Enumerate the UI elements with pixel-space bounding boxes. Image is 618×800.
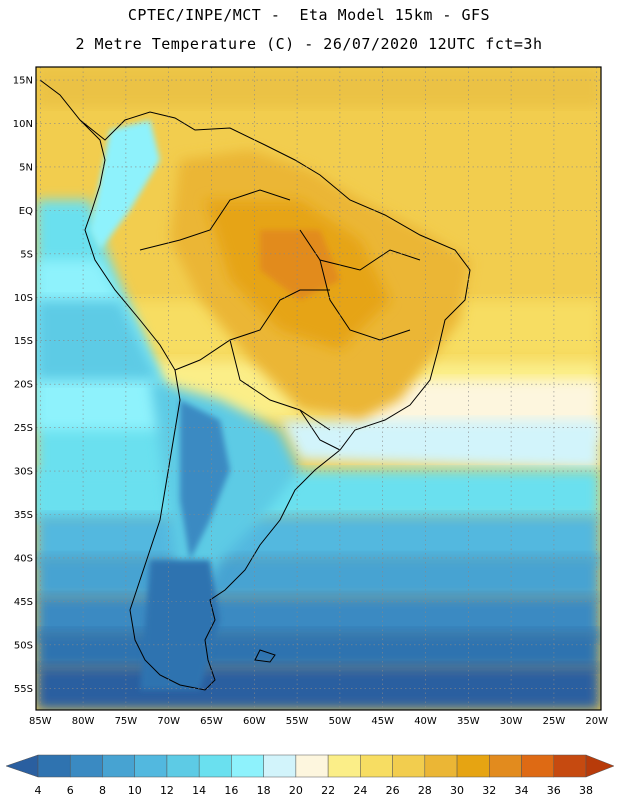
field-band (36, 555, 600, 600)
colorbar-label: 10 (128, 784, 142, 797)
colorbar-swatch (456, 754, 490, 778)
latitude-label: 40S (14, 553, 33, 564)
colorbar-swatch (166, 754, 200, 778)
field-band (36, 665, 600, 710)
latitude-label: 15S (14, 336, 33, 347)
colorbar-swatch (102, 754, 135, 778)
country-border (229, 339, 331, 431)
colorbar-label: 38 (579, 784, 593, 797)
latitude-label: 45S (14, 597, 33, 608)
colorbar-label: 8 (99, 784, 106, 797)
longitude-label: 55W (286, 716, 309, 727)
falklands-outline (254, 649, 276, 663)
colorbar: 4 6 8 10 12 14 16 18 20 22 24 26 28 30 32 34 36 38 (5, 754, 615, 797)
colorbar-swatch (134, 754, 168, 778)
longitude-label: 25W (543, 716, 566, 727)
latitude-label: 30S (14, 467, 33, 478)
colorbar-label: 6 (67, 784, 74, 797)
colorbar-label: 34 (515, 784, 529, 797)
colorbar-swatch (69, 754, 103, 778)
field-band (36, 630, 600, 670)
longitude-labels: 85W 80W 75W 70W 65W 60W 55W 50W 45W 40W 35W 30W 25W 2… (29, 716, 608, 727)
longitude-label: 70W (157, 716, 180, 727)
colorbar-swatch (327, 754, 361, 778)
longitude-label: 65W (200, 716, 223, 727)
latitude-label: 15N (13, 76, 33, 87)
latitude-label: 35S (14, 510, 33, 521)
country-border (174, 289, 330, 371)
country-border (139, 189, 291, 251)
colorbar-label: 26 (386, 784, 400, 797)
colorbar-label: 20 (289, 784, 303, 797)
map-frame (35, 66, 602, 711)
latitude-label: 50S (14, 640, 33, 651)
andes-cold-area (180, 400, 230, 560)
colorbar-swatch (198, 754, 232, 778)
colorbar-label: 24 (353, 784, 367, 797)
longitude-label: 85W (29, 716, 52, 727)
colorbar-swatch (295, 754, 329, 778)
latitude-labels: 15N 10N 5N EQ 5S 10S 15S 20S 25S 30S 35S 40S 45S 50S 5… (13, 76, 33, 695)
latitude-label: 5N (19, 162, 33, 173)
colorbar-label: 4 (35, 784, 42, 797)
field-band (36, 67, 601, 107)
patagonia-cold-area (140, 560, 220, 690)
colorbar-label: 22 (321, 784, 335, 797)
latitude-label: EQ (19, 206, 33, 217)
colorbar-label: 18 (257, 784, 271, 797)
latitude-label: 20S (14, 380, 33, 391)
colorbar-swatch (392, 754, 426, 778)
colorbar-swatch (231, 754, 264, 778)
longitude-label: 60W (243, 716, 266, 727)
temperature-field (36, 67, 601, 710)
colorbar-label: 30 (450, 784, 464, 797)
longitude-label: 40W (414, 716, 437, 727)
colorbar-swatch (37, 754, 71, 778)
colorbar-label: 12 (160, 784, 174, 797)
colorbar-label: 36 (547, 784, 561, 797)
latitude-label: 25S (14, 423, 33, 434)
colorbar-swatch (360, 754, 393, 778)
colorbar-label: 16 (224, 784, 238, 797)
latitude-label: 55S (14, 684, 33, 695)
latitude-label: 5S (20, 249, 33, 260)
south-america-coast (39, 79, 471, 691)
state-border (319, 259, 411, 341)
longitude-label: 75W (115, 716, 138, 727)
longitude-label: 80W (72, 716, 95, 727)
colorbar-swatch (553, 754, 587, 778)
colorbar-min-arrow (5, 754, 39, 778)
field-band (36, 470, 600, 520)
title-line-1: CPTEC/INPE/MCT - Eta Model 15km - GFS (127, 6, 491, 24)
colorbar-label: 32 (482, 784, 496, 797)
longitude-label: 30W (500, 716, 523, 727)
graticule (36, 67, 601, 710)
northern-andes-cool-area (90, 120, 160, 250)
longitude-label: 35W (457, 716, 480, 727)
coastlines (39, 79, 471, 691)
colorbar-swatch (424, 754, 458, 778)
colorbar-max-arrow (585, 754, 615, 778)
longitude-label: 50W (329, 716, 352, 727)
longitude-label: 20W (585, 716, 608, 727)
latitude-label: 10S (14, 293, 33, 304)
country-border (299, 409, 341, 451)
land-hottest-area (260, 230, 340, 300)
latitude-label: 10N (13, 119, 33, 130)
title-line-2: 2 Metre Temperature (C) - 26/07/2020 12U… (75, 35, 543, 53)
colorbar-swatch (521, 754, 555, 778)
field-band (280, 420, 600, 470)
field-band (36, 300, 160, 380)
colorbar-swatch (263, 754, 297, 778)
longitude-label: 45W (371, 716, 394, 727)
colorbar-swatch (489, 754, 522, 778)
colorbar-label: 14 (192, 784, 206, 797)
colorbar-label: 28 (418, 784, 432, 797)
state-border (299, 229, 421, 271)
